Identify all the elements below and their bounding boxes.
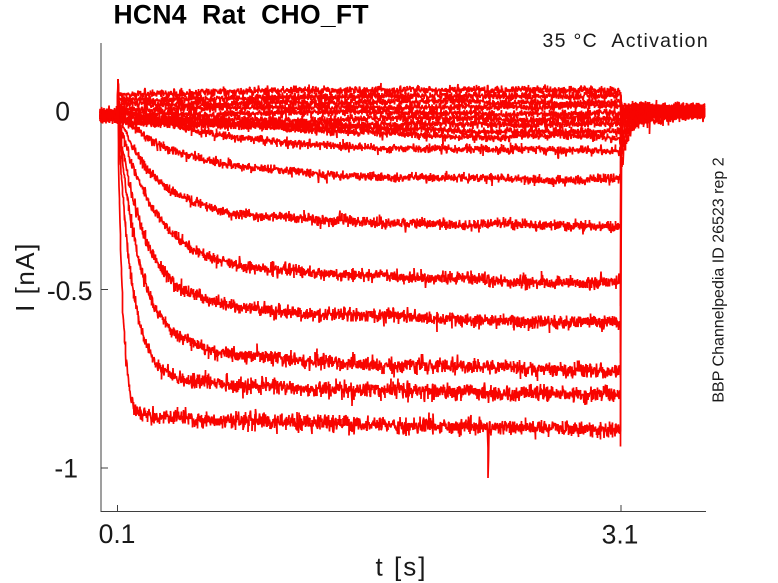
- svg-text:-1: -1: [54, 454, 78, 484]
- svg-text:0: 0: [55, 97, 70, 127]
- svg-text:BBP Channelpedia ID 26523 rep: BBP Channelpedia ID 26523 rep 2: [711, 157, 728, 402]
- svg-text:t [s]: t [s]: [376, 552, 428, 582]
- svg-text:I [nA]: I [nA]: [10, 242, 40, 312]
- svg-text:-0.5: -0.5: [47, 276, 93, 306]
- svg-text:HCN4 Rat CHO_FT: HCN4 Rat CHO_FT: [114, 0, 369, 30]
- svg-text:35 °C Activation: 35 °C Activation: [543, 30, 709, 52]
- svg-text:3.1: 3.1: [602, 520, 639, 550]
- svg-text:0.1: 0.1: [99, 519, 136, 549]
